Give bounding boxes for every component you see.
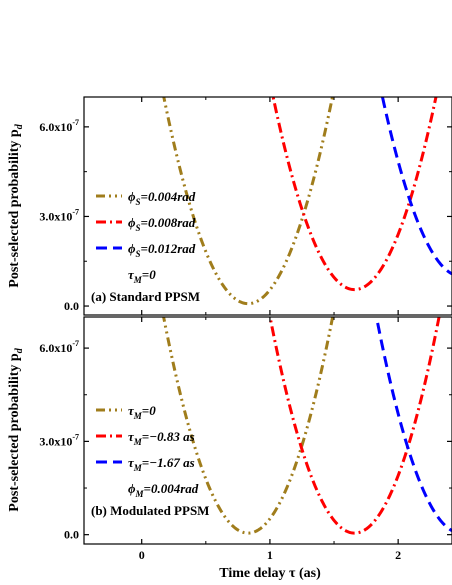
legend-entry: τM=0	[128, 403, 156, 421]
legend-symbol: τ	[128, 455, 135, 470]
legend-subscript: M	[133, 463, 143, 473]
plot-area	[162, 317, 452, 535]
plot-frame	[83, 96, 452, 316]
legend-subscript: M	[133, 411, 143, 421]
legend-subscript: S	[136, 249, 141, 259]
y-tick-mantissa: 0.0	[64, 528, 79, 542]
y-tick-label: 0.0	[64, 299, 79, 313]
y-tick-mantissa: 3.0x10	[39, 209, 72, 223]
legend-symbol: τ	[128, 267, 135, 282]
y-axis-label-top: Post-selected probability pd	[7, 123, 25, 287]
legend-value: =0	[142, 403, 156, 418]
legend-value: =−0.83 as	[142, 429, 195, 444]
legend-symbol: τ	[128, 429, 135, 444]
legend-entry: ϕS=0.004rad	[128, 189, 196, 207]
legend-symbol: τ	[128, 403, 135, 418]
legend-symbol: ϕ	[128, 481, 136, 496]
y-tick-exponent: -7	[72, 339, 79, 348]
plot-area	[162, 97, 452, 306]
y-tick-label: 0.0	[64, 528, 79, 542]
x-tick-label: 1	[267, 548, 273, 562]
panel-label: (b) Modulated PPSM	[91, 503, 209, 518]
y-tick-mantissa: 6.0x10	[39, 120, 72, 134]
legend-note: ϕM=0.004rad	[128, 481, 199, 499]
series-line-2	[271, 97, 438, 292]
panel-label: (a) Standard PPSM	[91, 289, 200, 304]
y-axis-label-sub: d	[14, 123, 25, 129]
legend-subscript: S	[136, 197, 141, 207]
legend-entry: τM=−0.83 as	[128, 429, 195, 447]
y-tick-mantissa: 3.0x10	[39, 434, 72, 448]
panel-a: 0.03.0x10-76.0x10-7ϕS=0.004radϕS=0.008ra…	[39, 96, 452, 316]
y-tick-label: 6.0x10-7	[39, 118, 79, 134]
legend-subscript: M	[133, 275, 143, 285]
legend-entry: ϕS=0.012rad	[128, 241, 196, 259]
legend-value: =−1.67 as	[142, 455, 195, 470]
legend-symbol: ϕ	[128, 215, 136, 230]
legend-entry: ϕS=0.008rad	[128, 215, 196, 233]
legend-value: =0.004rad	[141, 189, 196, 204]
y-tick-exponent: -7	[72, 118, 79, 127]
y-axis-label-text: Post-selected probability p	[7, 129, 22, 288]
x-tick-label: 2	[395, 548, 401, 562]
panel-b: 0 1 20.03.0x10-76.0x10-7τM=0τM=−0.83 asτM=…	[39, 316, 452, 562]
legend-subscript: S	[136, 223, 141, 233]
legend-note: τM=0	[128, 267, 156, 285]
legend-subscript: M	[133, 437, 143, 447]
y-axis-label-bottom: Post-selected probability pd	[7, 347, 25, 511]
legend-value: =0	[142, 267, 156, 282]
legend-entry: τM=−1.67 as	[128, 455, 195, 473]
y-tick-mantissa: 0.0	[64, 299, 79, 313]
series-line-1	[162, 97, 334, 306]
y-axis-label-text: Post-selected probability p	[7, 353, 22, 512]
legend-symbol: ϕ	[128, 189, 136, 204]
y-tick-exponent: -7	[72, 432, 79, 441]
x-axis-label: Time delay τ (as)	[219, 566, 321, 581]
legend-value: =0.012rad	[141, 241, 196, 256]
legend-value: =0.004rad	[144, 481, 199, 496]
y-tick-label: 3.0x10-7	[39, 432, 79, 448]
y-tick-label: 3.0x10-7	[39, 207, 79, 223]
legend-symbol: ϕ	[128, 241, 136, 256]
legend-subscript: M	[135, 489, 145, 499]
y-axis-label-sub: d	[14, 347, 25, 353]
series-line-3	[380, 97, 452, 276]
plot-frame	[83, 316, 452, 545]
legend-value: =0.008rad	[141, 215, 196, 230]
y-tick-label: 6.0x10-7	[39, 339, 79, 355]
y-tick-exponent: -7	[72, 207, 79, 216]
y-tick-mantissa: 6.0x10	[39, 341, 72, 355]
series-line-2	[268, 317, 441, 535]
x-tick-label: 0	[139, 548, 145, 562]
